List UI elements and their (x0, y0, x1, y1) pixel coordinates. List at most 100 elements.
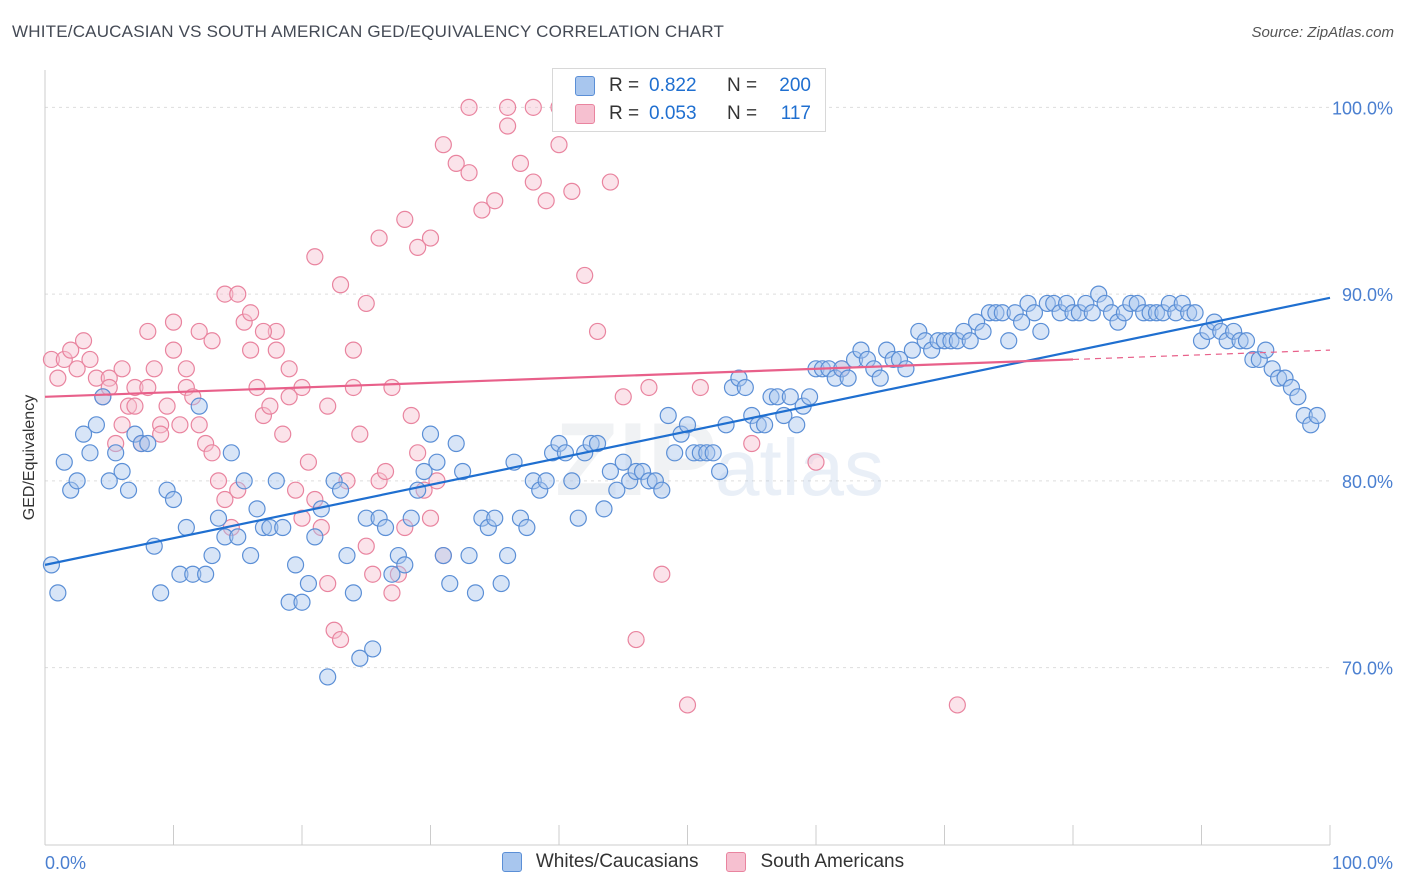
legend-swatch-pink (726, 852, 747, 872)
point-whites (113, 462, 131, 481)
point-south-americans (280, 360, 298, 378)
point-whites (961, 332, 979, 350)
point-whites (479, 518, 497, 537)
point-whites (588, 434, 607, 453)
point-whites (1212, 322, 1230, 341)
legend-swatch-blue (501, 852, 522, 872)
point-whites (473, 509, 491, 527)
point-south-americans (537, 192, 555, 210)
legend-row-whites: R = 0.822 N = 200 (575, 74, 811, 98)
point-whites (152, 584, 170, 602)
y-tick-label: 80.0% (1342, 472, 1393, 492)
point-south-americans (402, 406, 420, 425)
point-whites (389, 546, 407, 565)
point-south-americans (254, 406, 273, 425)
point-whites (139, 434, 157, 453)
point-south-americans (344, 378, 362, 397)
point-south-americans (383, 378, 401, 397)
point-whites (1167, 304, 1185, 322)
point-whites (466, 584, 485, 602)
point-whites (248, 500, 266, 518)
point-whites (402, 509, 420, 527)
point-whites (351, 649, 369, 667)
point-south-americans (627, 630, 645, 649)
point-whites (492, 574, 510, 593)
point-whites (948, 332, 966, 350)
point-whites (646, 472, 664, 490)
point-south-americans (351, 425, 369, 443)
point-south-americans (248, 378, 266, 397)
point-whites (993, 304, 1011, 322)
y-tick-label: 70.0% (1342, 659, 1393, 679)
point-whites (1269, 369, 1288, 387)
point-whites (293, 593, 311, 611)
point-south-americans (743, 434, 761, 453)
r-value: 0.053 (649, 103, 697, 124)
point-whites (1057, 294, 1076, 313)
point-whites (177, 518, 195, 537)
point-whites (531, 481, 549, 499)
point-whites (627, 462, 645, 481)
point-south-americans (601, 173, 620, 191)
point-south-americans (113, 416, 131, 434)
point-whites (968, 313, 986, 331)
point-whites (499, 546, 517, 565)
point-south-americans (319, 574, 337, 593)
point-whites (884, 350, 902, 369)
point-south-americans (312, 518, 330, 537)
point-south-americans (434, 136, 452, 154)
point-south-americans (158, 397, 176, 415)
point-south-americans (524, 173, 542, 191)
point-south-americans (293, 509, 311, 527)
point-whites (1244, 350, 1262, 369)
point-whites (685, 444, 703, 462)
point-whites (762, 388, 780, 406)
point-whites (107, 444, 125, 462)
point-whites (338, 546, 356, 565)
point-whites (980, 304, 999, 322)
point-south-americans (190, 416, 208, 434)
point-whites (621, 472, 639, 490)
point-whites (1282, 378, 1301, 397)
point-south-americans (55, 350, 73, 369)
point-south-americans (87, 369, 106, 387)
source-label: Source: ZipAtlas.com (1251, 24, 1394, 41)
point-south-americans (164, 341, 183, 359)
point-south-americans (209, 472, 228, 490)
point-whites (486, 509, 504, 527)
point-south-americans (325, 621, 343, 639)
point-whites (1180, 304, 1198, 322)
point-south-americans (164, 313, 183, 331)
point-whites (633, 462, 652, 481)
point-whites (1102, 304, 1121, 322)
point-south-americans (274, 425, 292, 443)
point-south-americans (171, 416, 189, 434)
point-south-americans (653, 565, 671, 583)
point-south-americans (152, 425, 170, 443)
r-label: R = (609, 75, 640, 96)
point-whites (1025, 304, 1044, 322)
point-whites (415, 462, 433, 481)
point-south-americans (203, 444, 221, 462)
trend-line-south-americans-dashed (1072, 349, 1331, 361)
point-whites (1115, 304, 1134, 322)
point-whites (711, 462, 729, 481)
point-whites (1122, 294, 1140, 313)
point-south-americans (948, 696, 966, 714)
point-whites (190, 397, 208, 415)
y-tick-label: 90.0% (1342, 285, 1393, 305)
point-south-americans (190, 322, 208, 341)
point-south-americans (396, 210, 414, 228)
point-whites (1237, 332, 1256, 350)
point-whites (74, 425, 93, 443)
legend-item-south-americans[interactable]: South Americans (726, 851, 904, 873)
gridlines (45, 106, 1330, 669)
point-whites (100, 472, 118, 490)
point-whites (119, 481, 138, 499)
legend-item-whites[interactable]: Whites/Caucasians (501, 851, 698, 873)
point-whites (910, 322, 928, 341)
point-whites (216, 528, 234, 546)
watermark-atlas: atlas (715, 423, 884, 512)
point-south-americans (563, 182, 581, 200)
x-tick-label: 100.0% (1332, 853, 1393, 873)
